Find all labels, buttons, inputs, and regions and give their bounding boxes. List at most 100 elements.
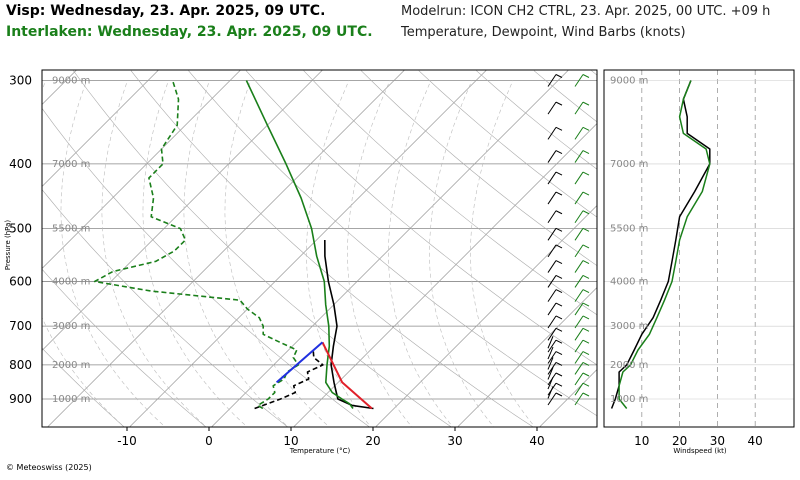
wind-barb [547,275,557,288]
moist-adiabat-line [42,80,125,427]
height-tick-label: 2000 m [610,360,648,371]
dry-adiabat-line [245,70,597,366]
wind-barb [547,328,557,341]
isotherm-line [42,70,324,352]
height-tick-label: 1000 m [610,394,648,405]
wind-barb [574,127,584,140]
wind-barb [547,289,557,302]
moist-adiabat-line [429,80,495,427]
interlaken-windspeed-line [618,80,711,409]
isotherm-line [605,60,800,443]
isotherm-line [42,70,78,106]
wind-barb [555,392,563,397]
temperature-tick-label: 30 [447,434,462,448]
dry-adiabat-line [360,70,597,267]
wind-barb [555,227,563,232]
wind-barb [574,275,584,288]
wind-barb [547,367,554,380]
skewt-series [93,80,374,410]
wind-barb [555,260,563,265]
wind-barb [582,327,590,332]
pressure-tick-label: 600 [9,274,32,288]
wind-barb [582,302,590,307]
wind-barb [574,101,584,115]
interlaken-temperature-line [245,80,354,409]
dry-adiabat-line [764,71,800,444]
height-tick-label: 7000 m [610,159,648,170]
dry-adiabat-line [533,70,597,123]
moist-adiabat-line [347,80,413,427]
wind-barb [582,289,590,294]
wind-barb [574,392,584,406]
wind-barb [555,74,563,78]
wind-barb [582,244,590,249]
wind-barb [574,191,584,205]
wind-barb [582,150,590,155]
wind-barb [547,210,557,224]
wind-barb [547,339,557,353]
moist-adiabat-line [388,80,454,427]
pressure-tick-label: 900 [9,392,32,406]
modelrun-label: Modelrun: ICON CH2 CTRL, 23. Apr. 2025, … [401,4,771,19]
wind-barb [582,126,590,131]
interlaken-dewpoint-line [93,80,300,410]
dry-adiabat-line [42,268,207,427]
wind-barbs [547,74,590,406]
wind-barb [574,150,584,163]
moist-adiabat-line [142,80,248,427]
wind-barb [574,74,584,87]
visp-dewpoint-line [254,349,324,410]
chart-subtitle: Temperature, Dewpoint, Wind Barbs (knots… [401,25,686,40]
wind-barb [547,171,557,185]
pressure-tick-label: 800 [9,358,32,372]
dry-adiabat-line [130,70,534,427]
pressure-tick-label: 400 [9,157,32,171]
dry-adiabat-line [476,70,597,170]
dry-adiabat-line [591,70,597,76]
wind-barb [555,302,563,307]
wind-barb [582,191,590,196]
height-tick-label: 4000 m [610,276,648,287]
wind-barb [555,362,563,366]
wind-barb [574,171,584,185]
wind-barb [574,228,584,241]
dry-adiabat-line [42,107,371,427]
wind-barb [555,327,563,332]
visp-temperature-line [324,239,374,410]
wind-barb [574,328,584,341]
wind-barb [582,101,590,106]
moist-adiabat-line [470,80,536,427]
temperature-tick-label: 40 [529,434,544,448]
wind-barb [547,150,557,163]
height-tick-label: 2000 m [52,360,90,371]
dry-adiabat-line [188,70,597,417]
wind-barb [555,372,563,377]
station-title-visp: Visp: Wednesday, 23. Apr. 2025, 09 UTC. [6,3,326,19]
wind-barb [555,126,563,131]
wind-barb [574,244,584,258]
dry-adiabat-line [73,70,452,427]
wind-barb [574,351,584,364]
wind-barb [547,392,557,406]
pressure-tick-label: 300 [9,74,32,88]
wind-barb [574,362,584,375]
isotherm-line [211,70,570,427]
wind-barb [547,336,554,349]
wind-barb [582,351,590,355]
wind-barb [547,376,554,390]
isotherm-line [42,70,160,188]
wind-barb [547,260,557,273]
wind-barb [574,210,584,224]
pressure-tick-label: 700 [9,319,32,333]
wind-barb [547,244,557,258]
wind-barb [547,357,554,370]
parcel-dry-adiabat-parcel-line [321,341,373,410]
isotherm-line [539,369,597,427]
wind-barb [582,260,590,265]
wind-barb [574,302,584,316]
wind-barb [547,351,557,364]
windspeed-series [610,80,711,409]
wind-barb [574,339,584,353]
isotherm-line [42,70,242,270]
height-tick-label: 4000 m [52,276,90,287]
